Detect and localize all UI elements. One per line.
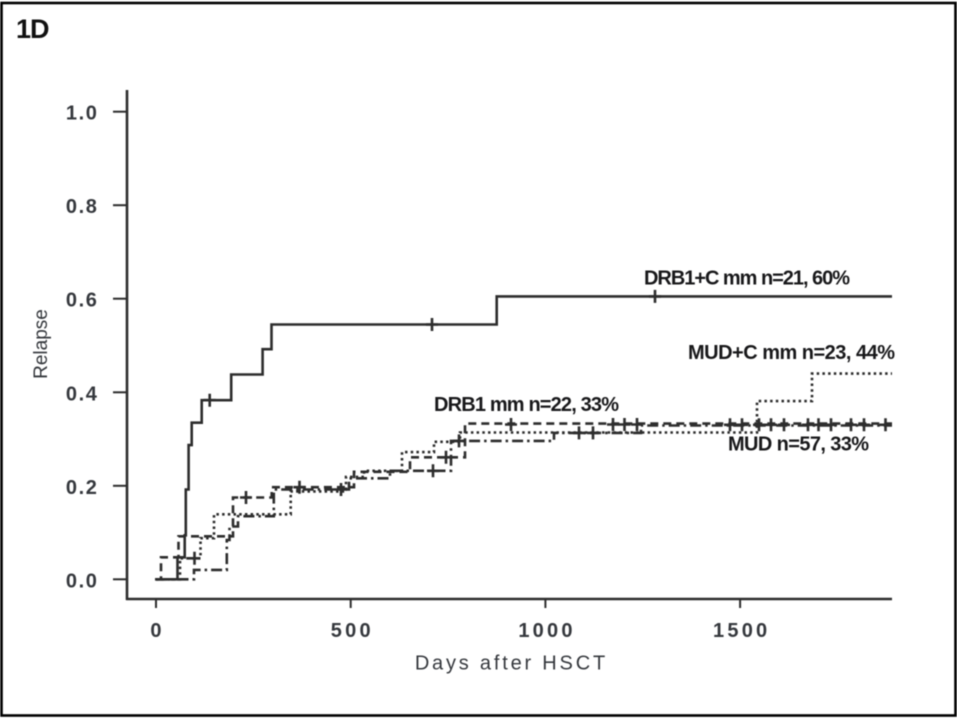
svg-text:1D: 1D xyxy=(16,14,49,44)
svg-text:MUD+C mm n=23, 44%: MUD+C mm n=23, 44% xyxy=(688,342,895,364)
svg-text:0.2: 0.2 xyxy=(66,477,99,499)
svg-text:1500: 1500 xyxy=(713,620,770,642)
svg-text:1.0: 1.0 xyxy=(66,103,99,125)
svg-text:1000: 1000 xyxy=(518,620,575,642)
svg-text:500: 500 xyxy=(331,620,374,642)
svg-text:DRB1+C mm n=21, 60%: DRB1+C mm n=21, 60% xyxy=(644,268,850,290)
svg-text:0: 0 xyxy=(150,620,164,642)
svg-text:Relapse: Relapse xyxy=(31,309,52,379)
svg-text:0.4: 0.4 xyxy=(66,383,99,405)
svg-text:MUD n=57, 33%: MUD n=57, 33% xyxy=(728,434,869,456)
svg-text:0.0: 0.0 xyxy=(66,570,99,592)
svg-text:0.6: 0.6 xyxy=(66,290,99,312)
svg-text:0.8: 0.8 xyxy=(66,196,99,218)
svg-text:Days after HSCT: Days after HSCT xyxy=(415,653,608,675)
svg-text:DRB1 mm n=22, 33%: DRB1 mm n=22, 33% xyxy=(434,394,619,416)
